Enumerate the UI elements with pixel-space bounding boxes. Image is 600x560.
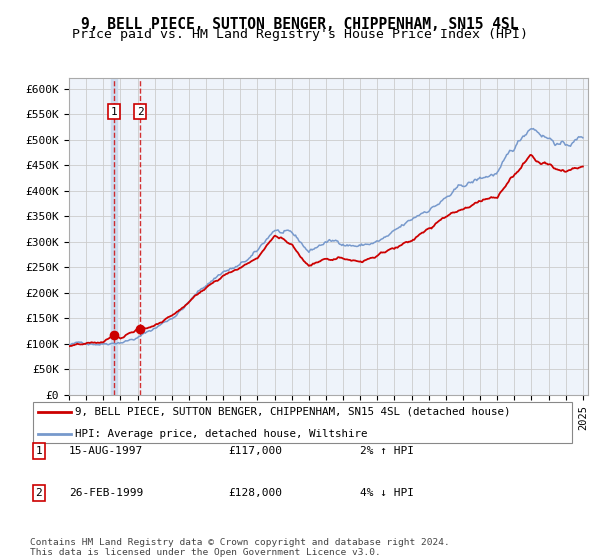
Text: 2: 2: [137, 106, 143, 116]
Text: Contains HM Land Registry data © Crown copyright and database right 2024.
This d: Contains HM Land Registry data © Crown c…: [30, 538, 450, 557]
Text: 4% ↓ HPI: 4% ↓ HPI: [360, 488, 414, 498]
Text: 1: 1: [35, 446, 43, 456]
Text: 26-FEB-1999: 26-FEB-1999: [69, 488, 143, 498]
Text: HPI: Average price, detached house, Wiltshire: HPI: Average price, detached house, Wilt…: [75, 429, 367, 438]
Text: £117,000: £117,000: [228, 446, 282, 456]
Text: Price paid vs. HM Land Registry's House Price Index (HPI): Price paid vs. HM Land Registry's House …: [72, 28, 528, 41]
Text: 9, BELL PIECE, SUTTON BENGER, CHIPPENHAM, SN15 4SL: 9, BELL PIECE, SUTTON BENGER, CHIPPENHAM…: [81, 17, 519, 32]
Text: 15-AUG-1997: 15-AUG-1997: [69, 446, 143, 456]
Text: 9, BELL PIECE, SUTTON BENGER, CHIPPENHAM, SN15 4SL (detached house): 9, BELL PIECE, SUTTON BENGER, CHIPPENHAM…: [75, 407, 510, 417]
Text: £128,000: £128,000: [228, 488, 282, 498]
Bar: [112, 78, 116, 395]
Text: 1: 1: [110, 106, 118, 116]
Text: 2: 2: [35, 488, 43, 498]
FancyBboxPatch shape: [33, 402, 572, 443]
Text: 2% ↑ HPI: 2% ↑ HPI: [360, 446, 414, 456]
